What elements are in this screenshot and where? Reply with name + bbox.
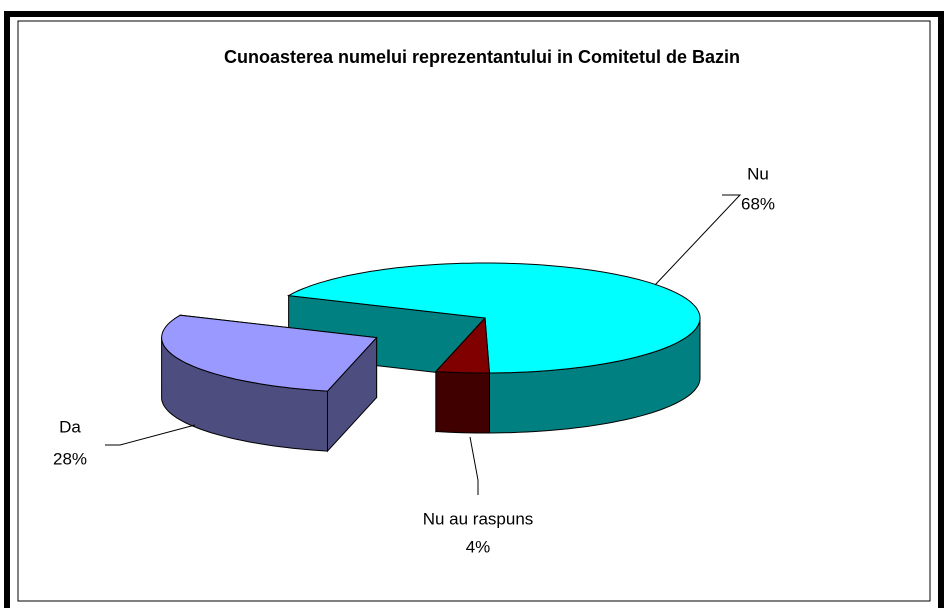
pie-slice-top [161,314,378,392]
slice-label: Nu [747,164,769,183]
leader-line [469,436,479,495]
pie-slice-side [435,370,490,434]
leader-line [105,424,196,446]
leader-line [654,194,742,286]
slice-label: Nu au raspuns [423,509,534,528]
chart-title: Cunoasterea numelui reprezentantului in … [224,47,740,67]
slice-value-label: 4% [466,537,491,556]
pie-tops [161,262,701,392]
pie-slice-top [434,316,491,374]
labels: Nu 68% Nu au raspuns 4% Da 28% [53,164,775,556]
slice-value-label: 68% [741,194,775,213]
pie-slice-top [286,262,701,374]
slice-value-label: 28% [53,449,87,468]
slice-label: Da [59,417,81,436]
